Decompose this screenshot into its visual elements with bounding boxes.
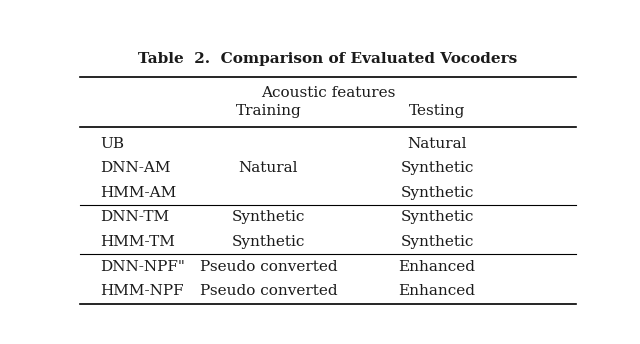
Text: Synthetic: Synthetic [232, 211, 305, 224]
Text: Training: Training [236, 105, 301, 118]
Text: DNN-NPF": DNN-NPF" [100, 260, 185, 273]
Text: Synthetic: Synthetic [232, 235, 305, 249]
Text: Enhanced: Enhanced [399, 284, 476, 298]
Text: Natural: Natural [239, 161, 298, 175]
Text: Testing: Testing [409, 105, 465, 118]
Text: Table  2.  Comparison of Evaluated Vocoders: Table 2. Comparison of Evaluated Vocoder… [138, 52, 518, 66]
Text: Synthetic: Synthetic [401, 161, 474, 175]
Text: DNN-AM: DNN-AM [100, 161, 170, 175]
Text: Acoustic features: Acoustic features [261, 86, 395, 100]
Text: HMM-AM: HMM-AM [100, 186, 176, 200]
Text: Synthetic: Synthetic [401, 211, 474, 224]
Text: UB: UB [100, 137, 124, 151]
Text: Enhanced: Enhanced [399, 260, 476, 273]
Text: Pseudo converted: Pseudo converted [200, 284, 337, 298]
Text: DNN-TM: DNN-TM [100, 211, 169, 224]
Text: HMM-TM: HMM-TM [100, 235, 175, 249]
Text: Synthetic: Synthetic [401, 235, 474, 249]
Text: Natural: Natural [408, 137, 467, 151]
Text: Synthetic: Synthetic [401, 186, 474, 200]
Text: Pseudo converted: Pseudo converted [200, 260, 337, 273]
Text: HMM-NPF: HMM-NPF [100, 284, 184, 298]
